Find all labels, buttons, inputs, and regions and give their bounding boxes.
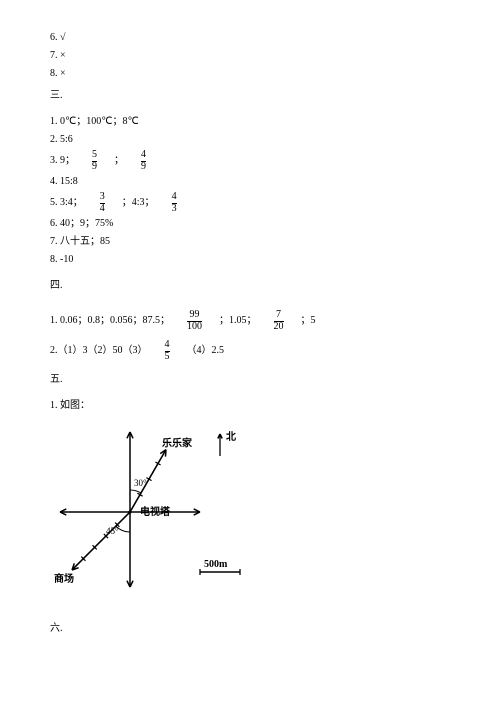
- svg-text:乐乐家: 乐乐家: [162, 437, 193, 450]
- sec3-l5-b: ；4:3；: [122, 195, 155, 211]
- svg-text:45°: 45°: [106, 526, 119, 536]
- sec3-l6: 6. 40；9；75%: [50, 216, 450, 232]
- sec4-l1-b: ；1.05；: [219, 313, 257, 329]
- fraction-5-9: 59: [92, 150, 97, 172]
- sec3-l2: 2. 5:6: [50, 132, 450, 148]
- fraction-7-20: 720: [274, 310, 284, 332]
- ans-top-8: 8. ×: [50, 66, 450, 82]
- ans-top-6: 6. √: [50, 30, 450, 46]
- sec3-l8: 8. -10: [50, 252, 450, 268]
- sec3-l5: 5. 3:4； 34 ；4:3； 43: [50, 192, 450, 214]
- sec4-l2-a: 2.（1）3（2）50（3）: [50, 343, 148, 359]
- direction-svg: 北乐乐家 30° 商场 45° 电视塔 500m: [50, 422, 260, 597]
- sec4-l1-a: 1. 0.06；0.8；0.056；87.5；: [50, 313, 170, 329]
- ans-top-7: 7. ×: [50, 48, 450, 64]
- svg-text:电视塔: 电视塔: [140, 505, 171, 518]
- direction-diagram: 北乐乐家 30° 商场 45° 电视塔 500m: [50, 422, 450, 603]
- svg-text:500m: 500m: [204, 559, 228, 570]
- sec3-l3: 3. 9； 59 ； 49: [50, 150, 450, 172]
- sec3-l4: 4. 15:8: [50, 174, 450, 190]
- section-5-head: 五.: [50, 372, 450, 388]
- fraction-4-5: 45: [165, 340, 170, 362]
- fraction-3-4: 34: [100, 192, 105, 214]
- fraction-99-100: 99100: [187, 310, 202, 332]
- svg-text:30°: 30°: [134, 478, 147, 488]
- sec3-l5-a: 5. 3:4；: [50, 195, 83, 211]
- fraction-4-3: 43: [172, 192, 177, 214]
- section-4-head: 四.: [50, 278, 450, 294]
- sec4-l2: 2.（1）3（2）50（3） 45 （4）2.5: [50, 340, 450, 362]
- section-3-head: 三.: [50, 88, 450, 104]
- section-6-head: 六.: [50, 621, 450, 637]
- sec4-l1-c: ；5: [301, 313, 316, 329]
- sec3-l7: 7. 八十五；85: [50, 234, 450, 250]
- fraction-4-9: 49: [141, 150, 146, 172]
- sec5-l1: 1. 如图：: [50, 398, 450, 414]
- svg-text:商场: 商场: [54, 572, 74, 585]
- sec4-l2-b: （4）2.5: [187, 343, 225, 359]
- svg-text:北: 北: [226, 430, 236, 443]
- sec3-l3-sep: ；: [114, 153, 124, 169]
- sec4-l1: 1. 0.06；0.8；0.056；87.5； 99100 ；1.05； 720…: [50, 310, 450, 332]
- sec3-l3-a: 3. 9；: [50, 153, 75, 169]
- sec3-l1: 1. 0℃；100℃；8℃: [50, 114, 450, 130]
